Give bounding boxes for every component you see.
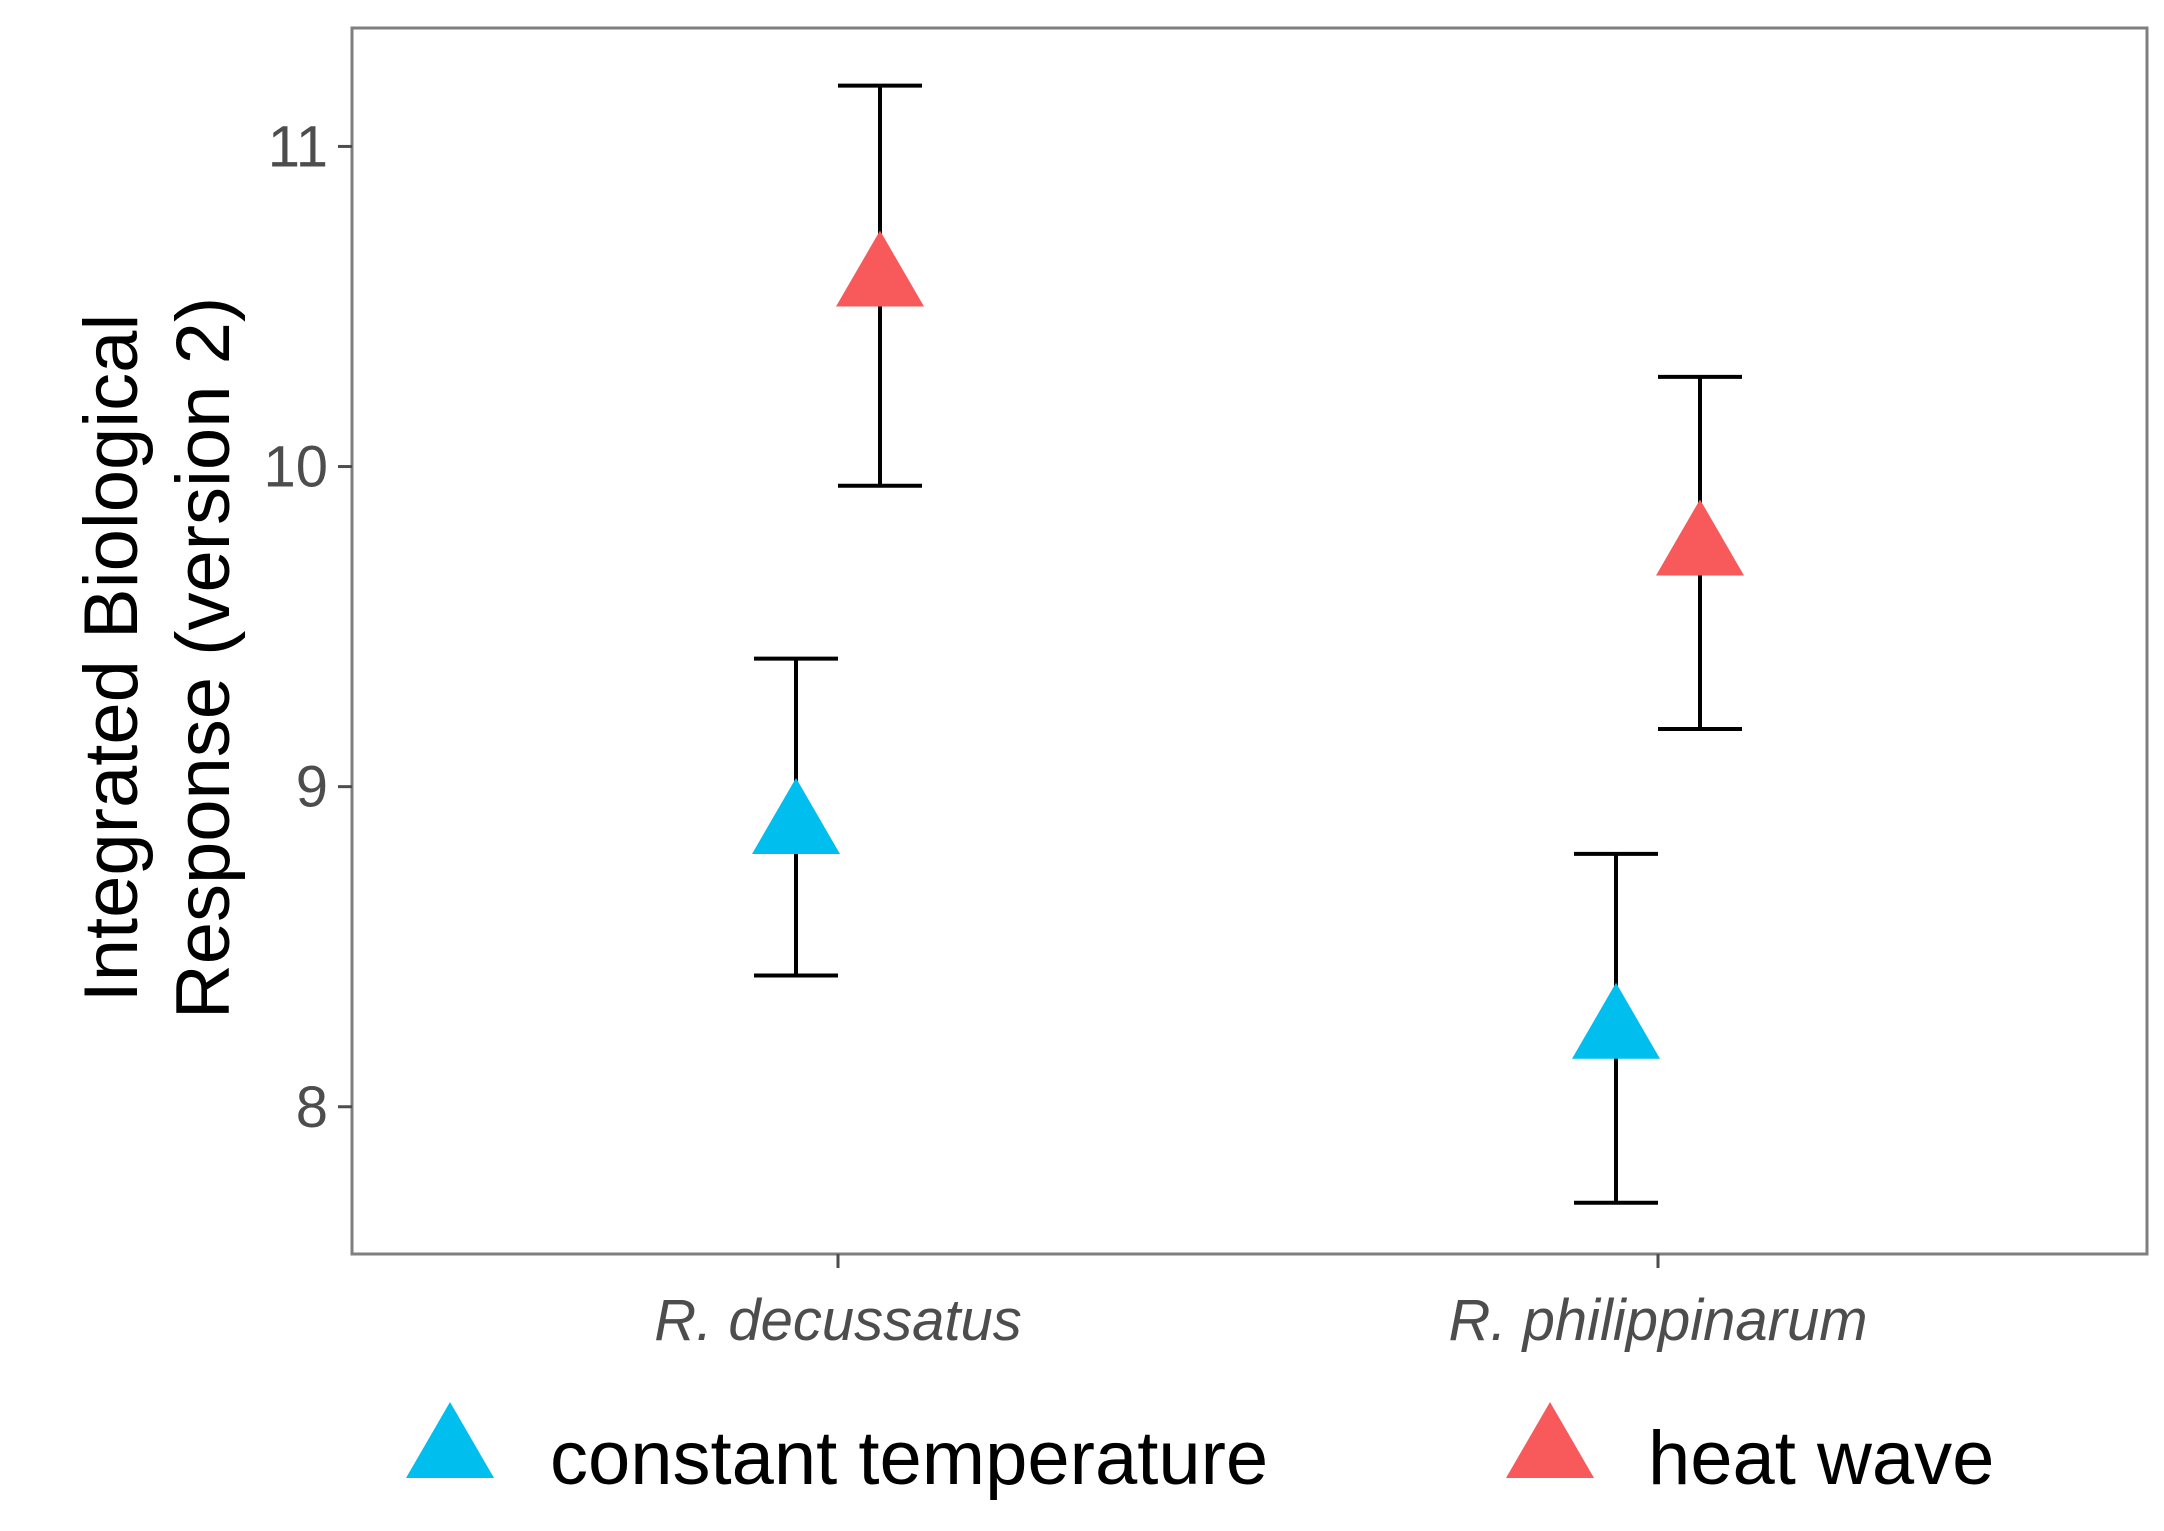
legend-key-triangle (406, 1402, 494, 1478)
y-tick-label: 10 (263, 435, 328, 500)
x-tick-label: R. decussatus (654, 1288, 1022, 1353)
y-axis: 8 9 10 11 (263, 114, 352, 1140)
y-axis-title-line-1: Integrated Biological (69, 314, 154, 1003)
legend-key-triangle (1506, 1402, 1594, 1478)
data-point-triangle (752, 777, 840, 854)
legend: constant temperature heat wave (406, 1402, 1994, 1501)
y-tick-label: 8 (296, 1075, 328, 1140)
y-axis-title-line-2: Response (version 2) (161, 297, 246, 1019)
x-tick-label: R. philippinarum (1448, 1288, 1867, 1353)
legend-label: heat wave (1648, 1416, 1994, 1501)
data-point-triangle (1572, 982, 1660, 1059)
data-marks (752, 83, 1744, 1205)
data-point-triangle (836, 230, 924, 307)
y-tick-label: 9 (296, 755, 328, 820)
y-axis-title: Integrated Biological Response (version … (69, 297, 246, 1019)
data-point-triangle (1656, 499, 1744, 576)
y-tick-label: 11 (268, 114, 328, 179)
x-axis: R. decussatus R. philippinarum (654, 1254, 1868, 1353)
legend-label: constant temperature (550, 1416, 1268, 1501)
plot-panel-border (350, 26, 2149, 1256)
